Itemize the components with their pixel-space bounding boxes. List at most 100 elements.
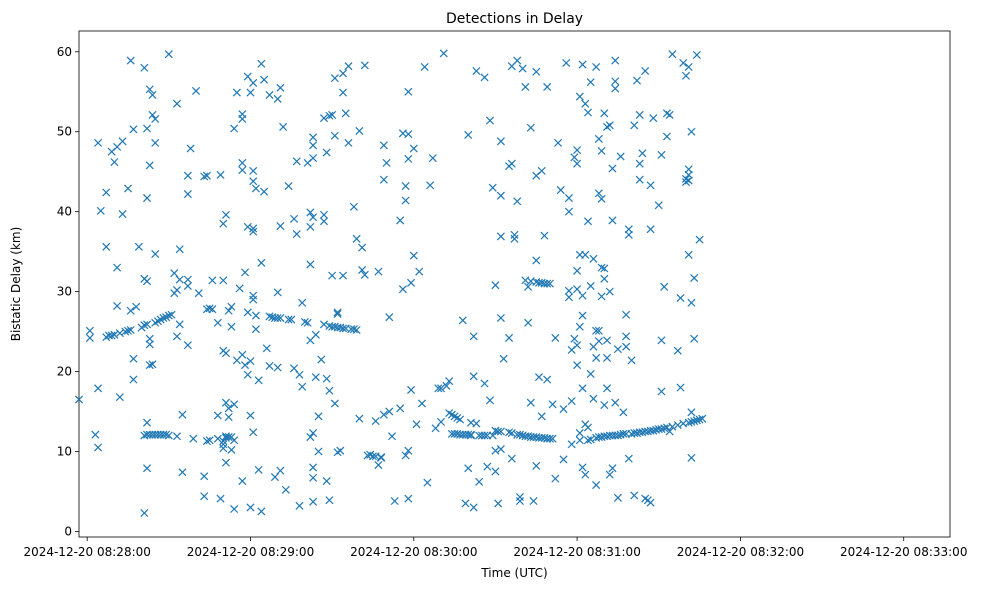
- data-point: [575, 92, 584, 101]
- data-point: [330, 399, 339, 408]
- data-point: [374, 461, 383, 470]
- data-point: [611, 84, 620, 93]
- data-point: [690, 334, 699, 343]
- data-point: [507, 159, 516, 168]
- data-point: [230, 436, 239, 445]
- data-point: [480, 379, 489, 388]
- data-point: [494, 427, 503, 436]
- data-point: [325, 496, 334, 505]
- data-point: [224, 433, 233, 442]
- data-point: [673, 421, 682, 430]
- data-point: [654, 201, 663, 210]
- data-point: [404, 87, 413, 96]
- data-point: [276, 313, 285, 322]
- data-point: [292, 230, 301, 239]
- data-point: [344, 62, 353, 71]
- data-point: [172, 99, 182, 108]
- data-point: [431, 424, 440, 433]
- data-point: [118, 137, 127, 146]
- data-point: [586, 369, 595, 378]
- data-point: [328, 110, 337, 119]
- data-point: [115, 393, 124, 402]
- data-point: [436, 384, 446, 393]
- data-point: [684, 176, 693, 185]
- data-point: [126, 56, 135, 65]
- data-point: [230, 504, 239, 514]
- data-point: [415, 267, 424, 276]
- data-point: [148, 110, 157, 119]
- data-point: [469, 332, 478, 341]
- data-point: [554, 138, 563, 147]
- data-point: [123, 326, 133, 335]
- data-point: [480, 73, 489, 82]
- data-point: [85, 326, 94, 335]
- data-point: [507, 454, 516, 463]
- data-point: [472, 66, 481, 75]
- data-point: [409, 251, 418, 260]
- data-point: [575, 322, 584, 331]
- data-point: [224, 306, 233, 315]
- data-point: [143, 320, 152, 329]
- data-point: [662, 132, 671, 141]
- data-point: [238, 158, 247, 167]
- data-point: [379, 141, 388, 150]
- data-point: [300, 317, 309, 326]
- data-point: [426, 181, 435, 190]
- data-point: [358, 243, 367, 252]
- data-point: [172, 332, 182, 341]
- data-point: [537, 166, 546, 175]
- data-point: [126, 325, 135, 334]
- data-point: [687, 298, 696, 307]
- data-point: [603, 336, 612, 345]
- data-point: [635, 110, 644, 119]
- data-point: [241, 268, 250, 277]
- data-point: [622, 310, 631, 319]
- data-point: [401, 451, 410, 460]
- data-point: [249, 78, 258, 87]
- data-point: [319, 217, 328, 226]
- chart-title: Detections in Delay: [446, 11, 583, 27]
- data-point: [578, 60, 587, 69]
- data-point: [575, 436, 584, 445]
- data-point: [336, 446, 345, 455]
- data-point: [684, 62, 693, 71]
- data-point: [74, 395, 84, 404]
- data-point: [387, 432, 397, 441]
- data-point: [219, 444, 228, 453]
- data-point: [583, 423, 593, 432]
- data-point: [545, 434, 554, 443]
- data-point: [94, 384, 103, 393]
- data-point: [578, 291, 587, 300]
- data-point: [657, 387, 666, 396]
- data-point: [597, 146, 606, 155]
- data-point: [494, 499, 503, 508]
- data-point: [385, 407, 394, 416]
- data-point: [505, 428, 514, 437]
- data-point: [374, 267, 383, 276]
- data-point: [102, 188, 111, 197]
- data-point: [548, 434, 557, 443]
- data-point: [532, 256, 541, 265]
- data-point: [679, 58, 688, 67]
- data-point: [407, 385, 416, 394]
- data-point: [390, 497, 399, 506]
- data-point: [306, 222, 315, 231]
- data-point: [102, 242, 111, 251]
- data-point: [325, 111, 334, 120]
- data-point: [420, 62, 429, 71]
- data-point: [110, 158, 119, 167]
- data-point: [464, 130, 473, 139]
- data-point: [676, 293, 685, 303]
- data-point: [145, 161, 154, 170]
- data-point: [401, 182, 410, 191]
- data-point: [314, 412, 323, 421]
- data-point: [605, 287, 614, 296]
- data-point: [690, 273, 699, 283]
- data-point: [232, 88, 241, 97]
- data-point: [110, 330, 119, 339]
- data-point: [260, 187, 269, 196]
- data-point: [581, 250, 590, 259]
- data-point: [107, 331, 116, 340]
- data-point: [238, 477, 247, 486]
- data-point: [543, 279, 552, 288]
